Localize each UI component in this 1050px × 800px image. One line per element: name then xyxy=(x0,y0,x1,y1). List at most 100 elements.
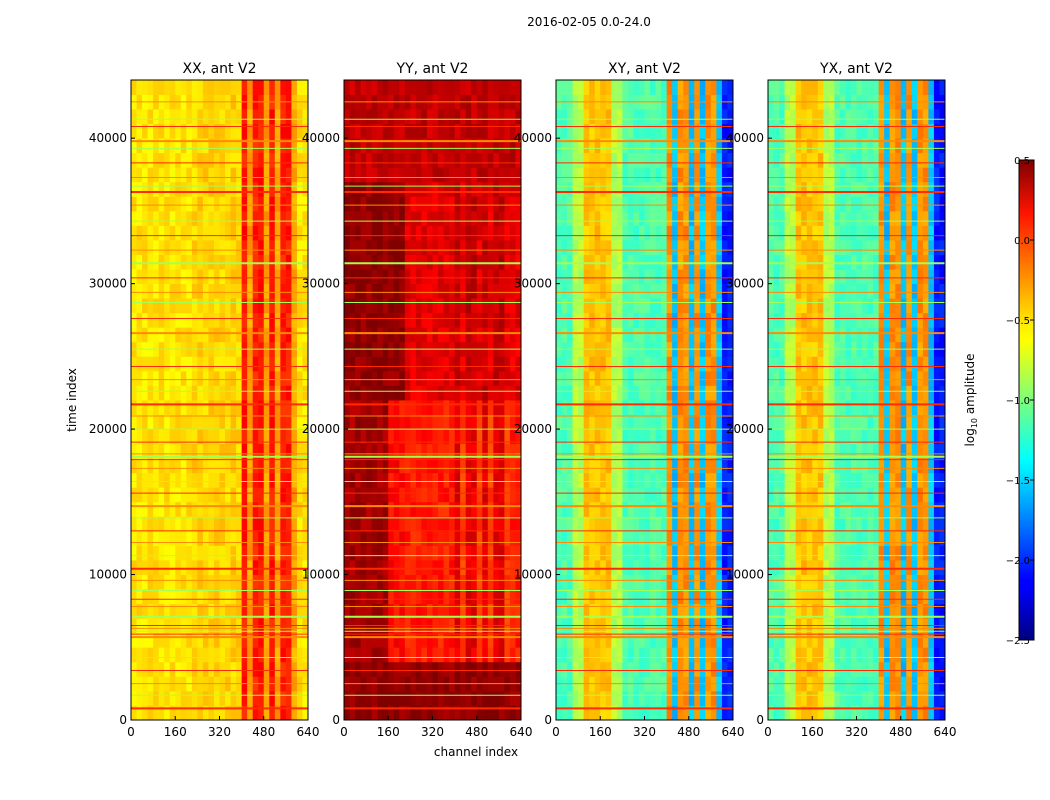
heatmap-cell xyxy=(688,501,695,517)
heatmap-cell xyxy=(790,632,797,648)
heatmap-cell xyxy=(202,123,209,139)
heatmap-cell xyxy=(622,269,629,285)
heatmap-cell xyxy=(296,647,303,663)
heatmap-cell xyxy=(677,167,684,183)
heatmap-cell xyxy=(355,501,361,517)
heatmap-cell xyxy=(471,152,478,168)
heatmap-cell xyxy=(633,138,640,154)
heatmap-cell xyxy=(296,123,303,139)
heatmap-cell xyxy=(862,560,868,575)
heatmap-cell xyxy=(404,356,411,372)
heatmap-cell xyxy=(197,414,204,430)
heatmap-cell xyxy=(252,196,259,212)
heatmap-cell xyxy=(377,632,384,648)
heatmap-cell xyxy=(471,603,478,619)
heatmap-cell xyxy=(845,589,852,605)
heatmap-cell xyxy=(487,429,494,445)
heatmap-cell xyxy=(438,632,444,648)
heatmap-cell xyxy=(515,196,522,212)
heatmap-cell xyxy=(285,298,292,314)
heatmap-cell xyxy=(164,414,171,430)
heatmap-cell xyxy=(219,167,226,183)
heatmap-cell xyxy=(482,210,489,226)
heatmap-cell xyxy=(349,443,356,459)
heatmap-cell xyxy=(285,123,292,139)
heatmap-cell xyxy=(366,196,373,212)
heatmap-cell xyxy=(650,298,656,314)
heatmap-cell xyxy=(355,516,361,532)
heatmap-cell xyxy=(449,458,456,474)
heatmap-cell xyxy=(644,370,651,386)
heatmap-cell xyxy=(721,385,728,401)
heatmap-cell xyxy=(269,632,276,648)
heatmap-cell xyxy=(509,80,516,95)
heatmap-cell xyxy=(644,603,651,619)
heatmap-cell xyxy=(258,370,265,386)
heatmap-cell xyxy=(773,589,780,605)
heatmap-cell xyxy=(594,225,601,241)
heatmap-cell xyxy=(638,167,645,183)
heatmap-cell xyxy=(142,472,148,488)
heatmap-cell xyxy=(589,545,596,561)
heatmap-cell xyxy=(360,530,367,546)
heatmap-cell xyxy=(371,661,378,677)
heatmap-cell xyxy=(666,574,673,590)
heatmap-panels: XX, ant V20 160 320 480 64001000020000300004… xyxy=(89,61,957,739)
heatmap-cell xyxy=(884,603,891,619)
heatmap-cell xyxy=(655,225,662,241)
heatmap-cell xyxy=(280,429,287,445)
heatmap-cell xyxy=(377,690,384,706)
heatmap-cell xyxy=(600,370,607,386)
heatmap-cell xyxy=(191,705,198,721)
heatmap-cell xyxy=(928,545,935,561)
heatmap-cell xyxy=(644,283,651,299)
heatmap-cell xyxy=(661,167,668,183)
heatmap-cell xyxy=(650,225,656,241)
heatmap-cell xyxy=(247,152,254,168)
heatmap-cell xyxy=(638,545,645,561)
heatmap-cell xyxy=(873,647,880,663)
heatmap-cell xyxy=(650,385,656,401)
heatmap-cell xyxy=(627,385,634,401)
heatmap-cell xyxy=(509,240,516,255)
heatmap-cell xyxy=(302,298,309,314)
heatmap-cell xyxy=(705,327,712,343)
heatmap-cell xyxy=(509,443,516,459)
heatmap-cell xyxy=(556,254,562,270)
heatmap-cell xyxy=(694,123,701,139)
heatmap-cell xyxy=(382,269,389,285)
heatmap-cell xyxy=(136,385,143,401)
heatmap-cell xyxy=(349,327,356,343)
heatmap-cell xyxy=(823,472,830,488)
heatmap-cell xyxy=(661,123,668,139)
heatmap-cell xyxy=(672,530,679,546)
heatmap-cell xyxy=(906,501,913,517)
heatmap-cell xyxy=(202,283,209,299)
heatmap-cell xyxy=(889,530,896,546)
heatmap-cell xyxy=(285,254,292,270)
heatmap-cell xyxy=(291,458,298,474)
heatmap-cell xyxy=(823,705,830,721)
heatmap-cell xyxy=(779,705,785,721)
heatmap-cell xyxy=(426,705,433,721)
heatmap-cell xyxy=(616,501,623,517)
heatmap-cell xyxy=(862,589,868,605)
heatmap-cell xyxy=(142,225,148,241)
heatmap-cell xyxy=(795,603,802,619)
heatmap-cell xyxy=(721,647,728,663)
heatmap-cell xyxy=(567,152,573,168)
heatmap-cell xyxy=(191,327,198,343)
heatmap-cell xyxy=(360,661,367,677)
heatmap-cell xyxy=(236,560,243,575)
heatmap-cell xyxy=(175,705,182,721)
heatmap-cell xyxy=(302,356,309,372)
heatmap-cell xyxy=(721,181,728,197)
heatmap-cell xyxy=(147,560,154,575)
heatmap-cell xyxy=(710,181,717,197)
heatmap-cell xyxy=(349,647,356,663)
heatmap-cell xyxy=(285,80,292,95)
heatmap-cell xyxy=(600,312,607,328)
heatmap-cell xyxy=(202,181,209,197)
heatmap-cell xyxy=(594,80,601,95)
heatmap-cell xyxy=(611,283,618,299)
